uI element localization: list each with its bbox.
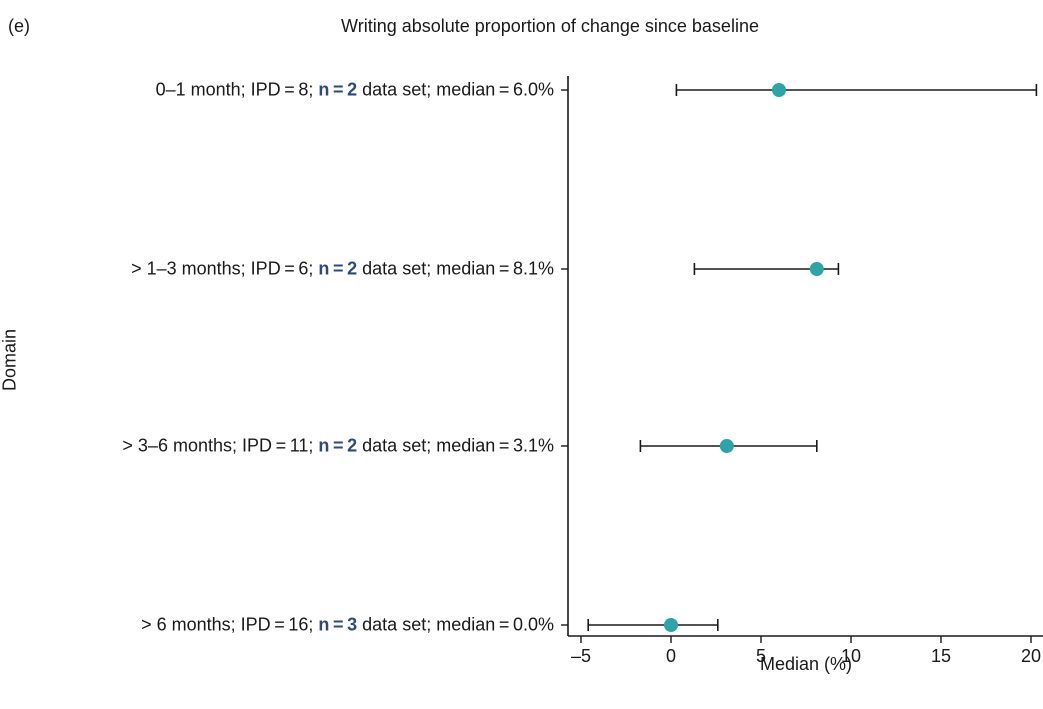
row-label-n: n = 3: [318, 614, 358, 635]
x-tick-label: 5: [756, 646, 766, 666]
x-tick-label: 15: [931, 646, 951, 666]
chart-title: Writing absolute proportion of change si…: [341, 16, 759, 36]
row-label: > 3–6 months; IPD = 11; n = 2 data set; …: [122, 436, 554, 457]
row-label-n: n = 2: [318, 258, 358, 279]
row-label-suffix: data set; median = 0.0%: [357, 614, 554, 635]
row-label-suffix: data set; median = 8.1%: [357, 258, 554, 279]
row-label-period: > 1–3 months; IPD = 6;: [131, 258, 319, 279]
row-label: > 6 months; IPD = 16; n = 3 data set; me…: [141, 615, 554, 636]
row-label-period: 0–1 month; IPD = 8;: [155, 79, 319, 100]
panel-label: (e): [8, 16, 30, 36]
row-label: > 1–3 months; IPD = 6; n = 2 data set; m…: [131, 259, 554, 280]
row-label-period: > 6 months; IPD = 16;: [141, 614, 319, 635]
x-tick-label: 0: [666, 646, 676, 666]
x-tick-label: –5: [571, 646, 591, 666]
median-point: [809, 262, 824, 276]
row-label-n: n = 2: [318, 435, 358, 456]
row-label-period: > 3–6 months; IPD = 11;: [122, 435, 319, 456]
median-point: [772, 83, 786, 97]
row-label-suffix: data set; median = 6.0%: [357, 79, 554, 100]
x-tick-label: 10: [841, 646, 861, 666]
row-label-suffix: data set; median = 3.1%: [357, 435, 554, 456]
x-tick-label: 20: [1021, 646, 1041, 666]
median-point: [664, 618, 678, 632]
x-axis-label: Median (%): [759, 654, 853, 674]
row-label: 0–1 month; IPD = 8; n = 2 data set; medi…: [156, 80, 554, 101]
median-point: [719, 439, 734, 453]
row-label-n: n = 2: [318, 79, 358, 100]
